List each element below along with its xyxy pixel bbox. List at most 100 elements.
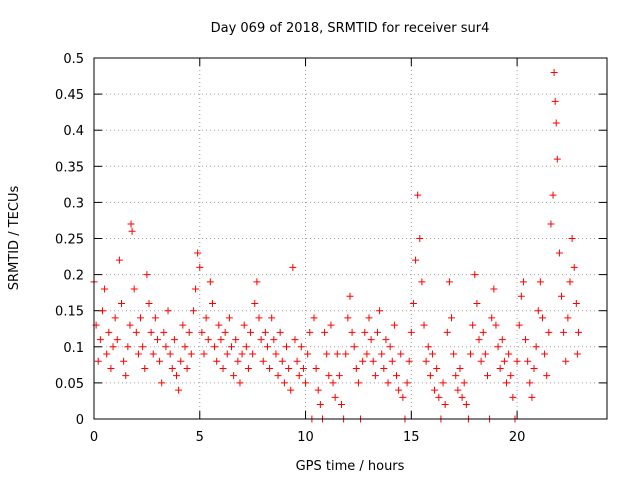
data-point bbox=[574, 328, 582, 336]
data-point bbox=[573, 350, 581, 358]
data-point bbox=[145, 299, 153, 307]
data-point bbox=[278, 357, 286, 365]
data-point bbox=[541, 350, 549, 358]
data-point bbox=[240, 321, 248, 329]
data-point bbox=[488, 314, 496, 322]
data-point bbox=[177, 357, 185, 365]
data-point bbox=[111, 314, 119, 322]
data-point bbox=[272, 350, 280, 358]
chart-title: Day 069 of 2018, SRMTID for receiver sur… bbox=[211, 21, 490, 36]
data-point bbox=[395, 386, 403, 394]
data-point bbox=[251, 299, 259, 307]
data-point bbox=[103, 350, 111, 358]
data-point bbox=[513, 357, 521, 365]
data-point bbox=[147, 328, 155, 336]
data-point bbox=[134, 350, 142, 358]
data-point bbox=[189, 307, 197, 315]
data-point bbox=[126, 321, 134, 329]
data-point bbox=[120, 357, 128, 365]
data-point bbox=[416, 235, 424, 242]
data-point bbox=[473, 299, 481, 307]
data-point bbox=[412, 256, 420, 264]
data-point bbox=[500, 357, 508, 365]
data-point bbox=[552, 119, 560, 127]
data-point bbox=[115, 256, 123, 264]
data-point bbox=[141, 364, 149, 372]
data-point bbox=[132, 328, 140, 336]
data-point bbox=[393, 372, 401, 380]
data-point bbox=[329, 379, 337, 387]
data-point bbox=[570, 263, 578, 271]
data-point bbox=[113, 336, 121, 344]
data-point bbox=[469, 321, 477, 329]
data-point bbox=[555, 249, 563, 257]
data-point bbox=[263, 343, 271, 351]
data-point bbox=[507, 372, 515, 380]
y-tick-label: 0.2 bbox=[63, 269, 84, 284]
data-point bbox=[213, 357, 221, 365]
data-point bbox=[456, 364, 464, 372]
x-tick-label: 20 bbox=[509, 430, 526, 445]
data-point bbox=[344, 314, 352, 322]
data-point bbox=[257, 336, 265, 344]
x-tick-label: 10 bbox=[297, 430, 314, 445]
data-point bbox=[128, 227, 136, 235]
data-point bbox=[551, 97, 559, 105]
y-tick-label: 0.15 bbox=[55, 305, 84, 320]
data-point bbox=[378, 350, 386, 358]
data-point bbox=[249, 350, 257, 358]
data-point bbox=[101, 285, 109, 293]
data-point bbox=[549, 191, 557, 199]
y-tick-label: 0.1 bbox=[63, 341, 84, 356]
data-point bbox=[522, 336, 530, 344]
data-point bbox=[168, 364, 176, 372]
data-point bbox=[386, 343, 394, 351]
data-point bbox=[426, 372, 434, 380]
data-point bbox=[327, 321, 335, 329]
data-point bbox=[409, 299, 417, 307]
data-point bbox=[431, 386, 439, 394]
y-tick-label: 0.4 bbox=[63, 124, 84, 139]
data-point bbox=[122, 372, 130, 380]
data-point bbox=[289, 263, 297, 271]
data-point bbox=[194, 249, 202, 257]
y-tick-label: 0.3 bbox=[63, 196, 84, 211]
y-tick-label: 0 bbox=[76, 413, 84, 428]
data-point bbox=[215, 321, 223, 329]
data-point bbox=[295, 372, 303, 380]
data-point bbox=[509, 393, 517, 401]
data-point bbox=[348, 328, 356, 336]
data-point bbox=[515, 321, 523, 329]
data-point bbox=[492, 321, 500, 329]
data-point bbox=[185, 328, 193, 336]
data-point bbox=[242, 343, 250, 351]
data-point bbox=[228, 343, 236, 351]
data-point bbox=[496, 364, 504, 372]
data-point bbox=[562, 357, 570, 365]
data-point bbox=[268, 314, 276, 322]
data-point bbox=[198, 328, 206, 336]
data-point bbox=[236, 379, 244, 387]
data-point bbox=[503, 379, 511, 387]
data-point bbox=[137, 314, 145, 322]
data-point bbox=[418, 278, 426, 286]
x-tick-label: 15 bbox=[403, 430, 420, 445]
data-point bbox=[452, 372, 460, 380]
data-point bbox=[505, 350, 513, 358]
data-point bbox=[550, 68, 558, 76]
data-point bbox=[388, 357, 396, 365]
data-point bbox=[179, 321, 187, 329]
y-tick-label: 0.35 bbox=[55, 160, 84, 175]
data-point bbox=[225, 314, 233, 322]
data-point bbox=[405, 357, 413, 365]
data-point bbox=[153, 336, 161, 344]
y-axis-label: SRMTID / TECUs bbox=[7, 186, 22, 291]
y-tick-label: 0.25 bbox=[55, 233, 84, 248]
data-point bbox=[361, 328, 369, 336]
data-point bbox=[259, 357, 267, 365]
data-point bbox=[276, 328, 284, 336]
data-point bbox=[219, 364, 227, 372]
data-point bbox=[566, 278, 574, 286]
y-tick-label: 0.5 bbox=[63, 52, 84, 67]
